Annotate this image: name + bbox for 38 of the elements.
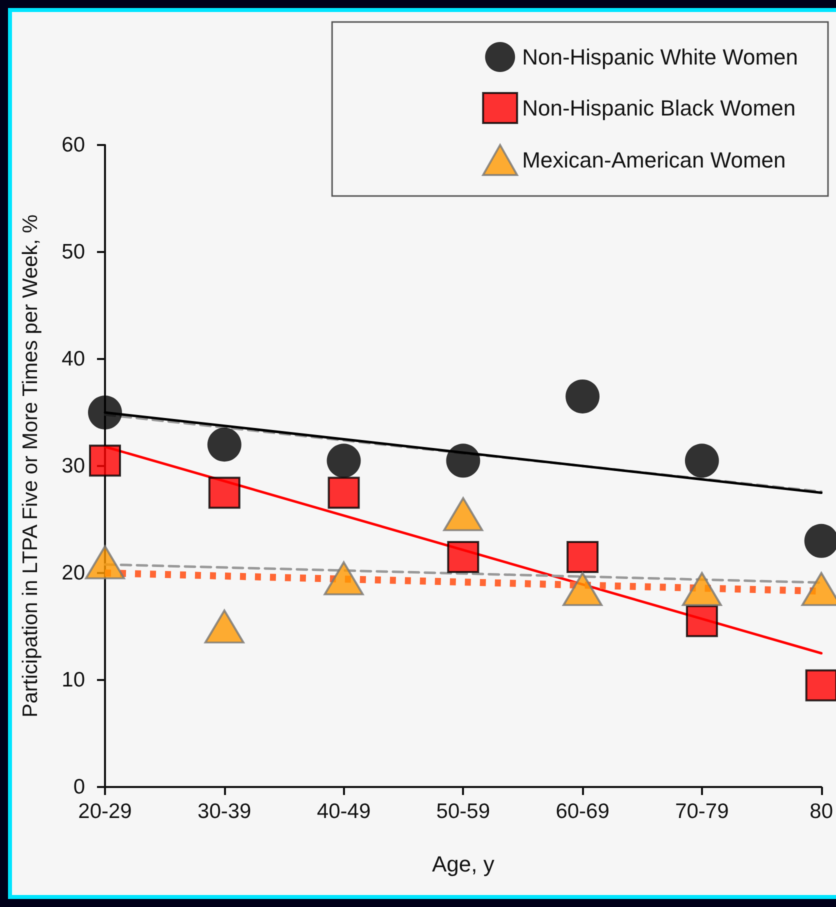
x-tick-label: 50-59	[436, 800, 490, 823]
point	[443, 497, 484, 532]
y-tick-label: 10	[62, 668, 85, 692]
point	[566, 540, 599, 573]
point	[324, 561, 364, 596]
point	[326, 444, 361, 478]
x-tick-label: 40-49	[316, 800, 371, 823]
x-tick-label: 80	[810, 800, 833, 823]
point	[805, 669, 836, 702]
x-tick-label: 60-69	[556, 800, 610, 823]
point	[447, 540, 480, 573]
point	[204, 610, 244, 644]
point	[686, 605, 718, 638]
x-tick-label: 70-79	[675, 800, 729, 823]
point	[446, 444, 480, 478]
x-tick-label: 20-29	[78, 800, 132, 823]
y-tick-label: 30	[62, 454, 85, 478]
point	[566, 379, 600, 414]
legend-label: Non-Hispanic Black Women	[522, 96, 796, 120]
y-tick-label: 20	[62, 562, 85, 584]
point	[682, 572, 722, 606]
legend-label: Mexican-American Women	[522, 148, 786, 172]
y-tick-label: 40	[62, 348, 85, 370]
point	[328, 476, 360, 509]
x-tick-label: 30-39	[198, 800, 252, 823]
legend-label: Non-Hispanic White Women	[522, 44, 798, 70]
point	[684, 444, 719, 478]
y-tick-label: 0	[73, 776, 85, 798]
x-axis-title: Age, y	[432, 852, 494, 876]
y-axis-title: Participation in LTPA Five or More Times per Week, %	[19, 214, 42, 718]
point	[85, 545, 125, 580]
point	[208, 476, 240, 509]
point	[89, 444, 121, 477]
point	[562, 572, 603, 606]
point	[207, 428, 242, 462]
y-tick-label: 60	[62, 134, 85, 156]
y-tick-label: 50	[62, 240, 85, 264]
point	[88, 396, 122, 430]
